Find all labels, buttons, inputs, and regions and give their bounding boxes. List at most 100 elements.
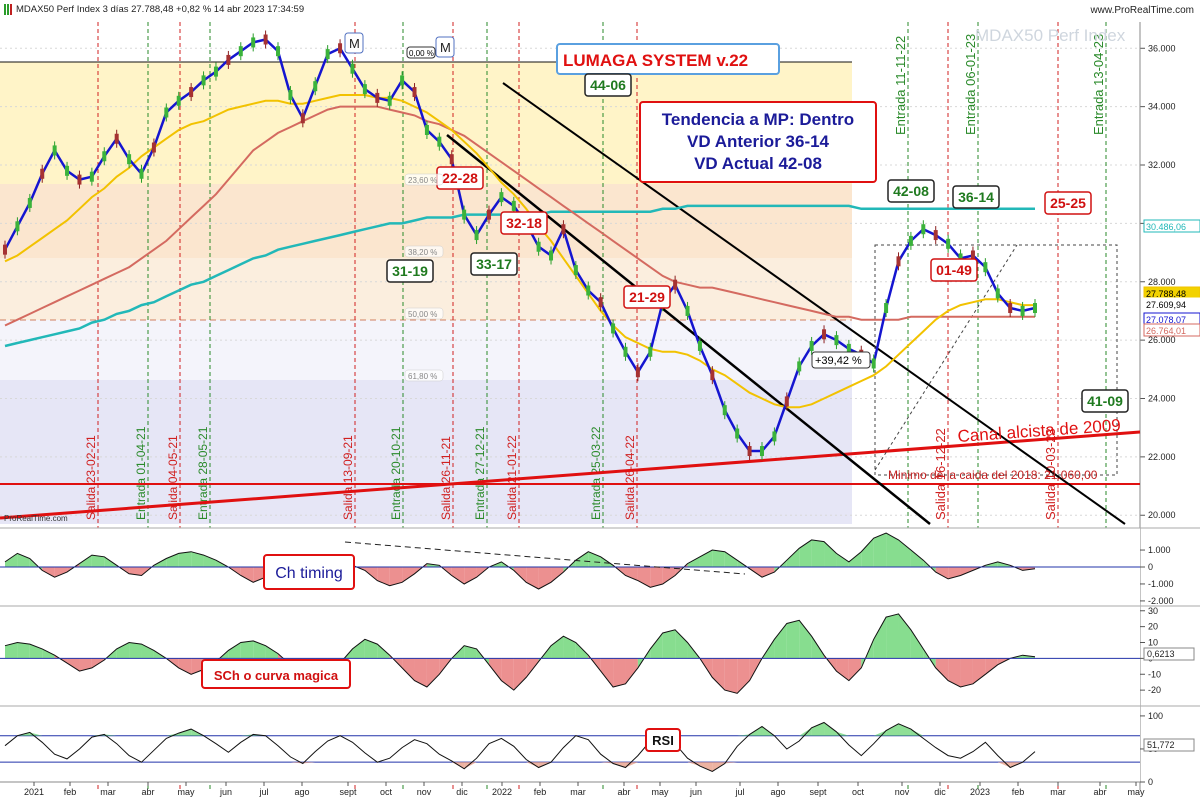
candle-body	[449, 154, 454, 165]
signal-label-entrada: Entrada 01-04-21	[134, 426, 148, 520]
candle-body	[884, 303, 889, 314]
candle-body	[251, 37, 256, 48]
candle-body	[189, 87, 194, 98]
candle-body	[201, 75, 206, 86]
candle-body	[921, 224, 926, 235]
sch-tick-label: -20	[1148, 685, 1161, 695]
candle-body	[238, 46, 243, 57]
signal-box	[584, 73, 632, 97]
sch-area-segment	[129, 642, 142, 659]
candle-body	[139, 168, 144, 179]
rsi-oversold	[451, 762, 465, 769]
sch-box	[201, 659, 351, 689]
instrument-header: MDAX50 Perf Index 3 días 27.788,48 +0,82…	[4, 4, 304, 15]
sch-area-segment	[910, 629, 924, 659]
candle-body	[325, 49, 330, 60]
rsi-overbought	[898, 723, 911, 736]
ch-timing-area-segment	[650, 567, 663, 588]
candle-body	[313, 81, 318, 92]
y-tick-label: 28.000	[1148, 277, 1176, 287]
ch-timing-area-segment	[178, 551, 192, 567]
site-url[interactable]: www.ProRealTime.com	[1090, 5, 1194, 16]
signal-label-entrada: Entrada 06-01-23	[963, 34, 978, 135]
rsi-overbought	[910, 729, 924, 736]
x-tick-label: feb	[534, 787, 547, 797]
m-marker-box	[344, 32, 364, 54]
ch-timing-area-segment	[712, 550, 725, 567]
ch-timing-area-segment	[364, 567, 378, 581]
candle-body	[164, 107, 169, 118]
trend-box	[639, 101, 877, 183]
fib-box	[404, 369, 444, 382]
ch-timing-area-segment	[873, 533, 887, 567]
signal-box-label: 22-28	[442, 170, 478, 186]
sch-area-segment	[67, 658, 80, 672]
signal-box	[952, 185, 1000, 209]
bar-chart-icon	[4, 4, 13, 15]
signal-box-label: 33-17	[476, 256, 512, 272]
candle-body	[635, 367, 640, 378]
sch-area-segment	[501, 658, 514, 691]
x-tick-label: jul	[734, 787, 744, 797]
rsi-price-label: 51,772	[1147, 740, 1175, 750]
candle-body	[536, 241, 541, 252]
candle-body	[908, 235, 913, 246]
canal-2009-line	[0, 430, 1141, 520]
x-tick-label: may	[651, 787, 669, 797]
series-line-2	[4, 105, 1035, 327]
rsi-box	[645, 728, 681, 752]
candle-body	[350, 63, 355, 74]
rsi-overbought	[104, 734, 117, 736]
sch-area-segment	[774, 623, 787, 659]
candle-body	[1033, 303, 1037, 314]
rsi-overbought	[824, 722, 837, 736]
ch-timing-area-segment	[377, 567, 390, 586]
candle-body	[1008, 303, 1013, 314]
sch-area-segment	[724, 658, 738, 694]
candle-body	[648, 346, 653, 357]
ch-timing-tick-label: 1.000	[1148, 545, 1171, 555]
candle-body	[722, 405, 727, 416]
price-tag-label: 27.609,94	[1146, 300, 1186, 310]
candle-body	[598, 297, 603, 308]
sch-area-segment	[737, 658, 750, 694]
candle-body	[77, 174, 82, 185]
candle-body	[809, 340, 814, 351]
signal-label-salida: Salida 10-03-23	[1043, 428, 1058, 520]
candle-body	[735, 428, 740, 439]
sch-area-segment	[799, 620, 812, 659]
fib-label: 23,60 %	[408, 176, 437, 185]
zero-pct-box	[406, 46, 436, 59]
sch-area-segment	[600, 658, 614, 687]
rsi-overbought	[799, 727, 812, 736]
ch-timing-area-segment	[910, 550, 924, 567]
ch-timing-area-segment	[687, 556, 700, 567]
ch-timing-area-segment	[42, 567, 55, 578]
signal-box	[1081, 389, 1129, 413]
signal-box	[930, 258, 978, 282]
sch-area-segment	[898, 613, 911, 659]
ch-timing-area-segment	[786, 548, 800, 567]
candle-body	[685, 305, 690, 316]
ch-timing-area-segment	[575, 551, 589, 567]
candle-body	[784, 396, 789, 407]
sch-area-segment	[873, 617, 887, 659]
ch-timing-area-segment	[836, 553, 849, 567]
candle-body	[114, 133, 119, 144]
x-tick-label: ago	[294, 787, 309, 797]
candle-body	[338, 43, 343, 54]
candle-body	[65, 165, 70, 176]
ch-timing-area-segment	[886, 533, 899, 567]
sch-area-segment	[513, 658, 527, 691]
sch-area-segment	[935, 658, 949, 681]
candle-body	[263, 34, 268, 45]
price-tag-label: 30.486,06	[1146, 222, 1186, 232]
sch-area-segment	[575, 642, 589, 659]
sch-area-segment	[377, 644, 390, 659]
x-tick-label: 2023	[970, 787, 990, 797]
ch-timing-area-segment	[513, 567, 527, 583]
signal-box-label: 21-29	[629, 289, 665, 305]
ch-timing-area-segment	[662, 567, 676, 584]
